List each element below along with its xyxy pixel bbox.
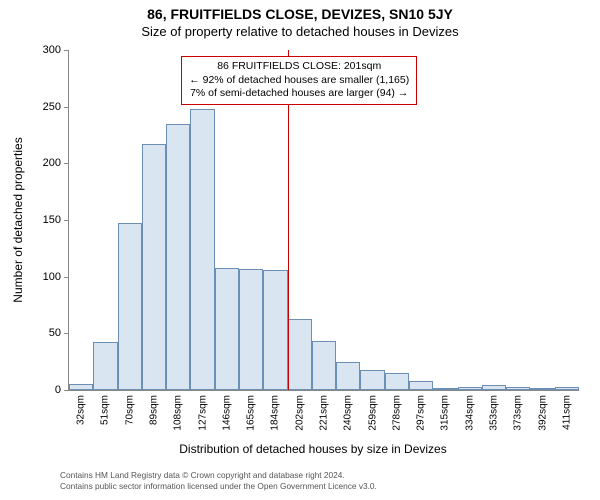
histogram-bar [190,109,214,390]
y-tick [64,390,69,391]
y-axis-title: Number of detached properties [11,137,25,302]
histogram-bar [458,387,482,390]
annotation-box: 86 FRUITFIELDS CLOSE: 201sqm← 92% of det… [181,56,417,105]
histogram-bar [69,384,93,390]
x-tick-label: 70sqm [124,395,135,425]
y-tick-label: 300 [31,44,61,56]
histogram-bar [312,341,336,390]
histogram-bar [482,385,506,390]
y-tick-label: 200 [31,157,61,169]
y-tick-label: 150 [31,214,61,226]
histogram-bar [239,269,263,390]
x-tick-label: 240sqm [343,395,354,431]
footer-line-1: Contains HM Land Registry data © Crown c… [60,470,377,480]
y-tick [64,107,69,108]
x-tick-label: 165sqm [246,395,257,431]
histogram-bar [118,223,142,390]
x-tick-label: 334sqm [464,395,475,431]
footer-line-2: Contains public sector information licen… [60,481,377,491]
histogram-bar [433,388,457,390]
x-tick-label: 202sqm [294,395,305,431]
histogram-bar [336,362,360,390]
histogram-bar [555,387,579,390]
y-tick [64,277,69,278]
y-tick-label: 50 [31,327,61,339]
y-tick [64,50,69,51]
histogram-bar [166,124,190,390]
annotation-line: 7% of semi-detached houses are larger (9… [189,87,409,101]
x-tick-label: 51sqm [100,395,111,425]
histogram-bar [263,270,287,390]
x-tick-label: 315sqm [440,395,451,431]
x-tick-label: 184sqm [270,395,281,431]
y-tick [64,220,69,221]
histogram-bar [530,388,554,390]
histogram-bar [409,381,433,390]
histogram-bar [385,373,409,390]
x-tick-label: 259sqm [367,395,378,431]
y-tick-label: 100 [31,271,61,283]
histogram-bar [506,387,530,390]
x-tick-label: 278sqm [391,395,402,431]
histogram-bar [360,370,384,390]
x-tick-label: 108sqm [173,395,184,431]
page-subtitle: Size of property relative to detached ho… [0,22,600,39]
x-axis-title: Distribution of detached houses by size … [48,442,578,456]
y-tick [64,333,69,334]
page-title: 86, FRUITFIELDS CLOSE, DEVIZES, SN10 5JY [0,0,600,22]
histogram-bar [93,342,117,390]
x-tick-label: 89sqm [149,395,160,425]
footer-attribution: Contains HM Land Registry data © Crown c… [60,470,377,491]
y-tick-label: 0 [31,384,61,396]
x-tick-label: 32sqm [76,395,87,425]
x-tick-label: 127sqm [197,395,208,431]
x-tick-label: 297sqm [416,395,427,431]
histogram-bar [142,144,166,390]
annotation-line: ← 92% of detached houses are smaller (1,… [189,74,409,88]
x-tick-label: 373sqm [513,395,524,431]
x-tick-label: 411sqm [561,395,572,430]
annotation-line: 86 FRUITFIELDS CLOSE: 201sqm [189,60,409,74]
x-tick-label: 221sqm [319,395,330,431]
x-tick-label: 392sqm [537,395,548,431]
histogram-bar [288,319,312,390]
x-tick-label: 353sqm [489,395,500,431]
x-tick-label: 146sqm [221,395,232,431]
plot-area: 05010015020025030032sqm51sqm70sqm89sqm10… [68,50,579,391]
histogram-chart: Number of detached properties 0501001502… [48,50,578,430]
y-tick-label: 250 [31,101,61,113]
y-tick [64,163,69,164]
histogram-bar [215,268,239,390]
